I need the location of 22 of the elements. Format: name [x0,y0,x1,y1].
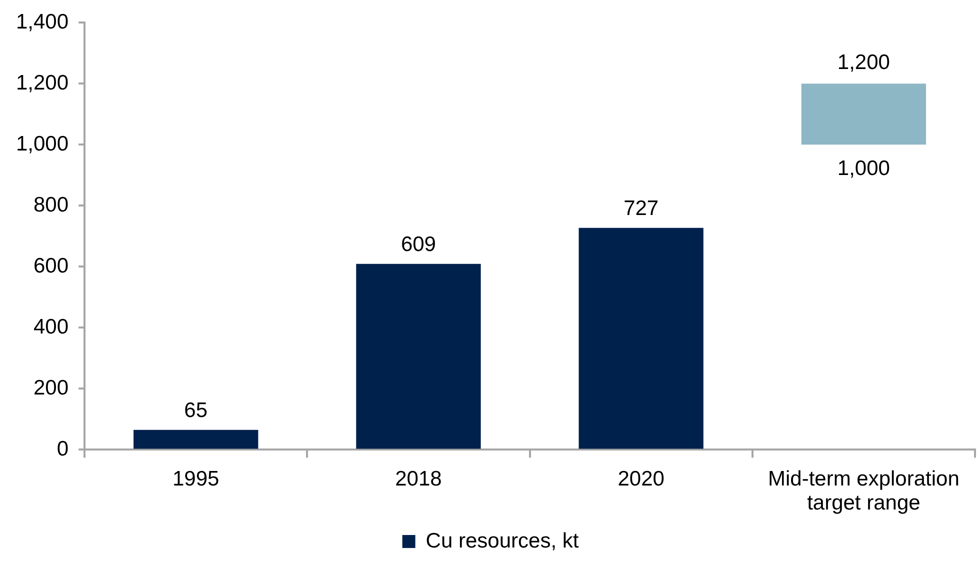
y-tick-label: 600 [34,254,69,278]
x-tick-label: 2018 [395,468,442,491]
y-tick-label: 400 [34,315,69,338]
y-tick-label: 0 [56,437,69,460]
annotation: 1,000 [837,156,890,180]
data-label: 727 [624,197,659,220]
bar [578,228,704,449]
y-tick-label: 1,400 [16,10,69,34]
legend-label: Cu resources, kt [426,529,579,552]
annotation: 1,200 [837,50,890,74]
y-tick-label: 1,000 [16,132,69,156]
x-tick-label: 1995 [172,468,220,491]
data-label: 609 [400,233,436,256]
data-label: 65 [184,399,208,422]
x-tick-label: 2020 [618,468,664,491]
y-tick-label: 800 [34,193,69,216]
y-tick-label: 200 [34,376,69,400]
bar [801,84,926,145]
bar [356,264,481,449]
x-tick-label: Mid-term exploration target range [768,468,960,515]
y-tick-label: 1,200 [16,71,69,94]
bar [134,430,258,449]
